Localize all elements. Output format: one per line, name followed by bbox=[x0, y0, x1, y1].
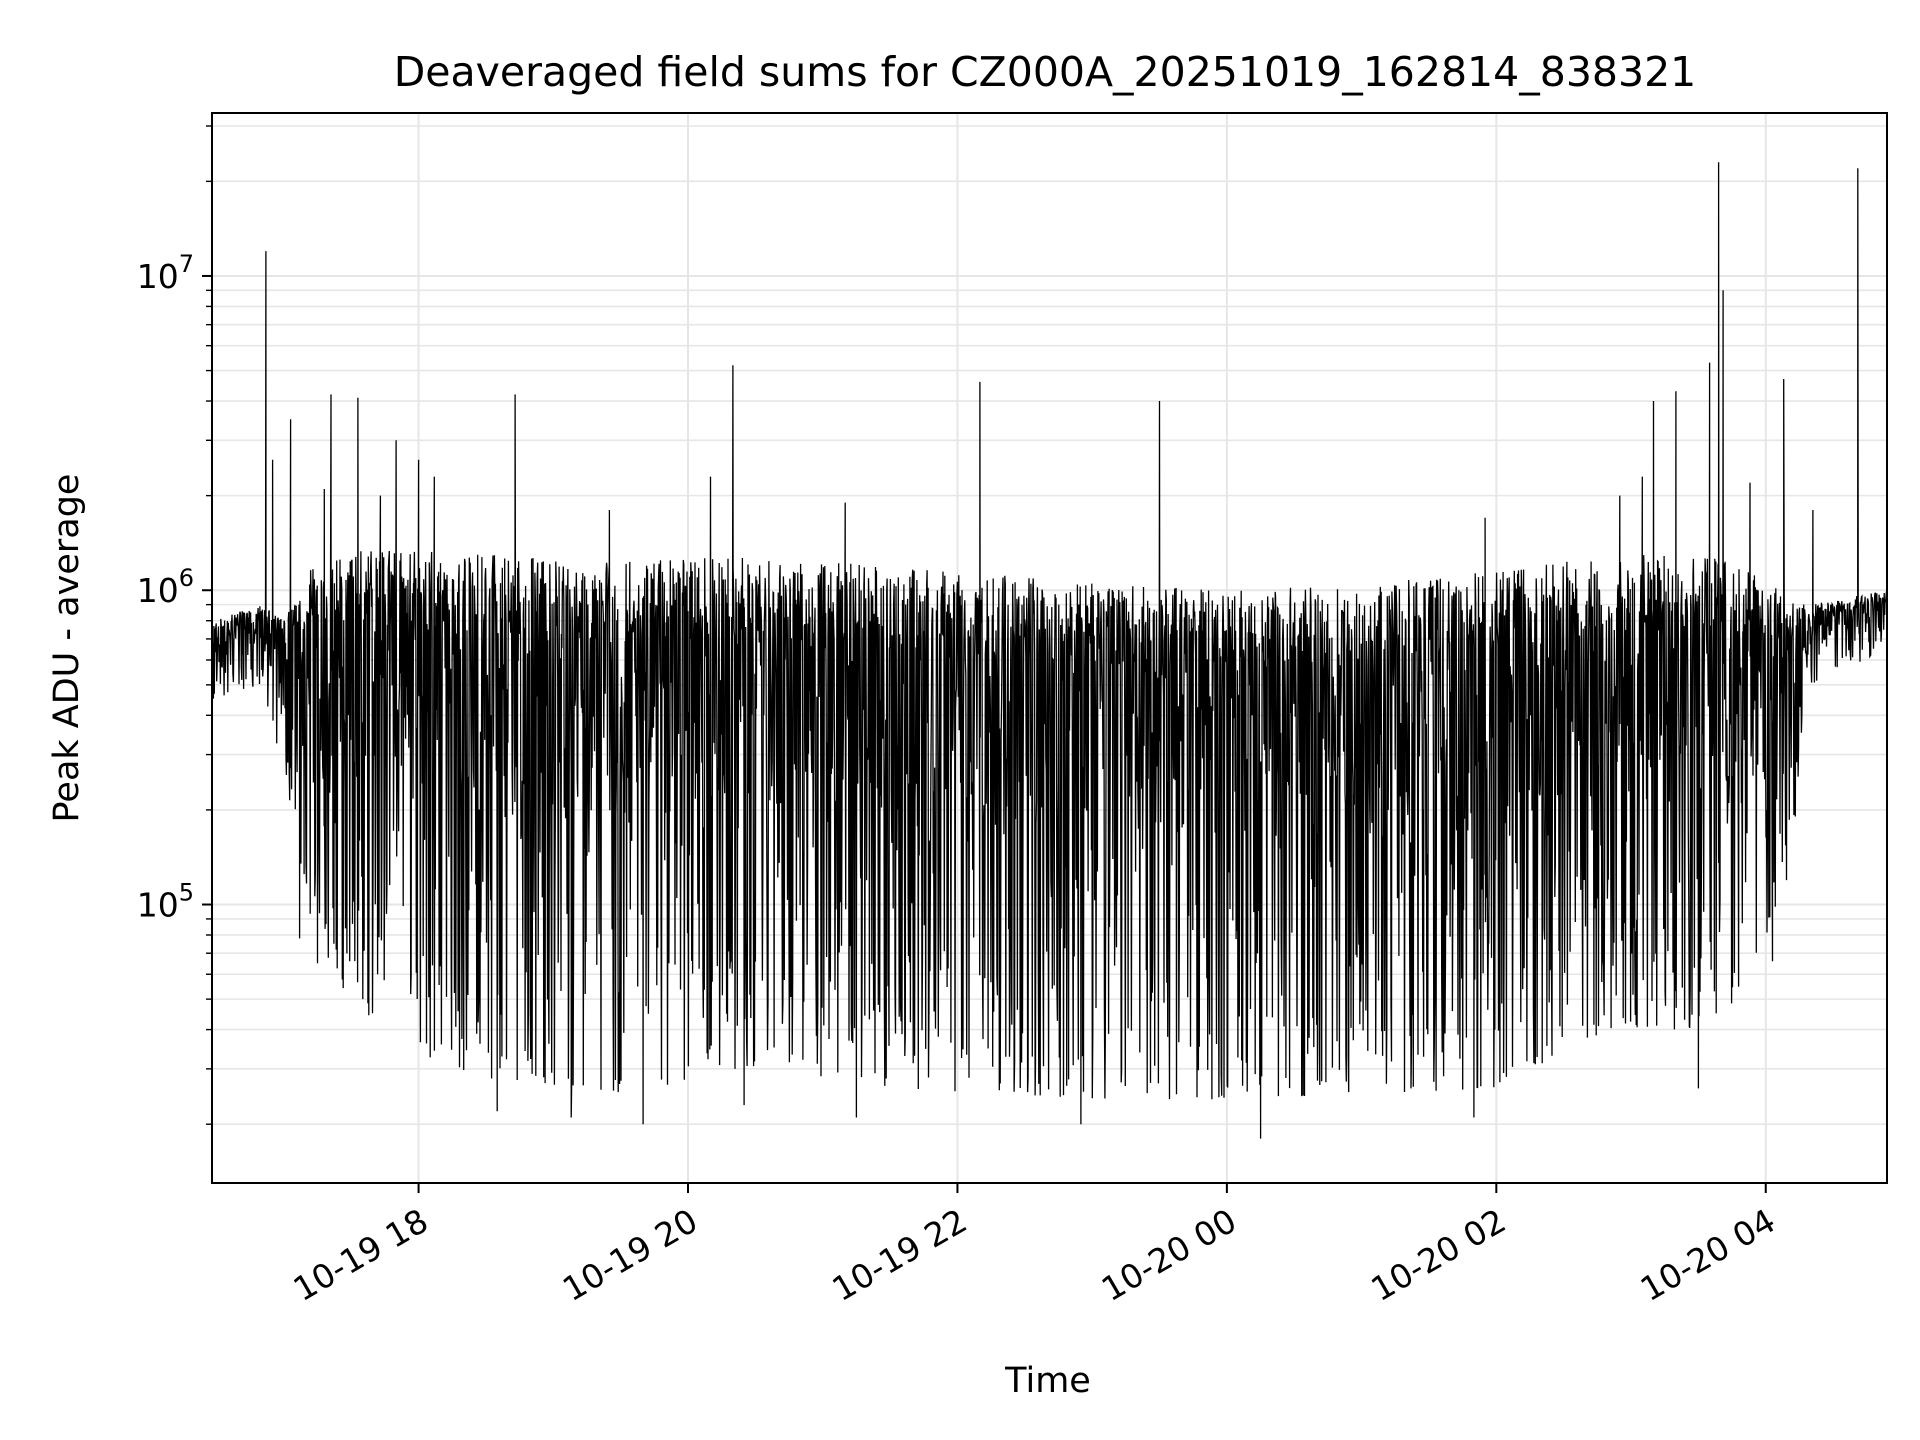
series-layer bbox=[211, 162, 1888, 1139]
y-axis-label: Peak ADU - average bbox=[47, 474, 87, 823]
plot-frame bbox=[211, 112, 1888, 1184]
y-tick-exponent: 6 bbox=[179, 564, 194, 592]
y-tick-label: 105 bbox=[137, 879, 194, 925]
y-tick-base: 10 bbox=[137, 886, 179, 925]
y-tick-base: 10 bbox=[137, 571, 179, 610]
y-tick-base: 10 bbox=[137, 257, 179, 296]
y-tick-exponent: 5 bbox=[179, 879, 194, 907]
chart-title: Deaveraged field sums for CZ000A_2025101… bbox=[394, 48, 1697, 96]
y-tick-exponent: 7 bbox=[179, 250, 194, 278]
x-axis-label: Time bbox=[1004, 1361, 1091, 1401]
series-line bbox=[211, 162, 1888, 1139]
y-tick-label: 107 bbox=[137, 250, 194, 296]
y-tick-label: 106 bbox=[137, 564, 194, 610]
